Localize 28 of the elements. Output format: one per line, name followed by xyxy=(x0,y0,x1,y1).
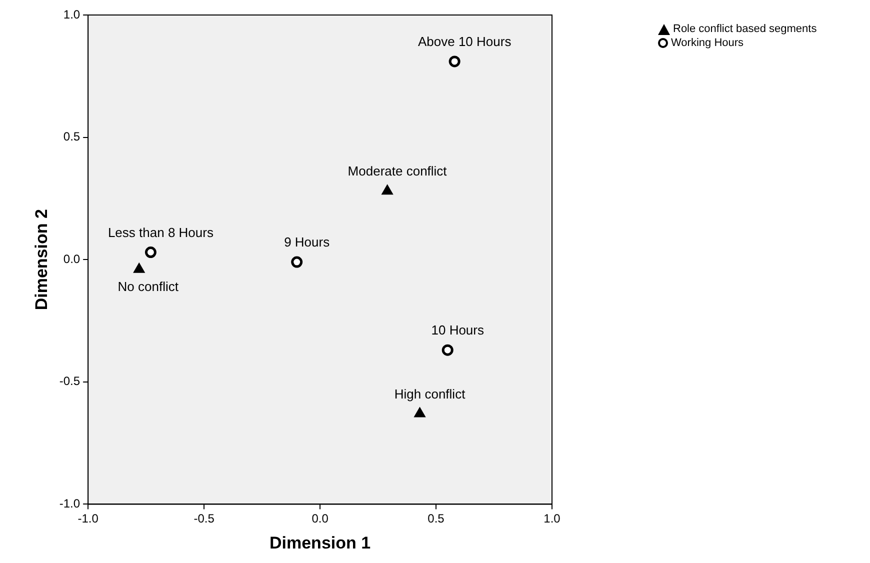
legend-label: Role conflict based segments xyxy=(673,23,817,35)
y-tick-label: 1.0 xyxy=(63,7,80,22)
annotation: No conflict xyxy=(118,278,179,294)
point xyxy=(144,246,156,258)
y-axis-title: Dimension 2 xyxy=(32,209,51,310)
annotation: Moderate conflict xyxy=(348,164,448,179)
point xyxy=(291,256,303,268)
legend-label: Working Hours xyxy=(671,37,744,49)
x-tick-label: 0.5 xyxy=(428,512,445,526)
annotation: 10 Hours xyxy=(431,322,484,338)
annotation: Above 10 Hours xyxy=(418,34,512,50)
y-tick-label: -0.5 xyxy=(59,374,80,388)
annotation: Less than 8 Hours xyxy=(108,224,214,240)
annotation: High conflict xyxy=(394,386,466,402)
annotation: 9 Hours xyxy=(284,234,330,250)
y-tick-label: -1.0 xyxy=(59,496,80,511)
point xyxy=(414,407,426,418)
x-axis-title: Dimension 1 xyxy=(269,533,371,552)
y-tick-label: 0.0 xyxy=(63,252,80,266)
x-tick-label: 1.0 xyxy=(544,512,561,526)
y-tick-label: 0.5 xyxy=(63,130,80,144)
point xyxy=(133,262,145,273)
x-tick-label: -0.5 xyxy=(194,512,215,526)
point xyxy=(382,184,394,195)
x-tick-label: -1.0 xyxy=(78,512,99,526)
point xyxy=(448,56,460,68)
point xyxy=(442,344,454,356)
x-tick-label: 0.0 xyxy=(312,512,329,526)
